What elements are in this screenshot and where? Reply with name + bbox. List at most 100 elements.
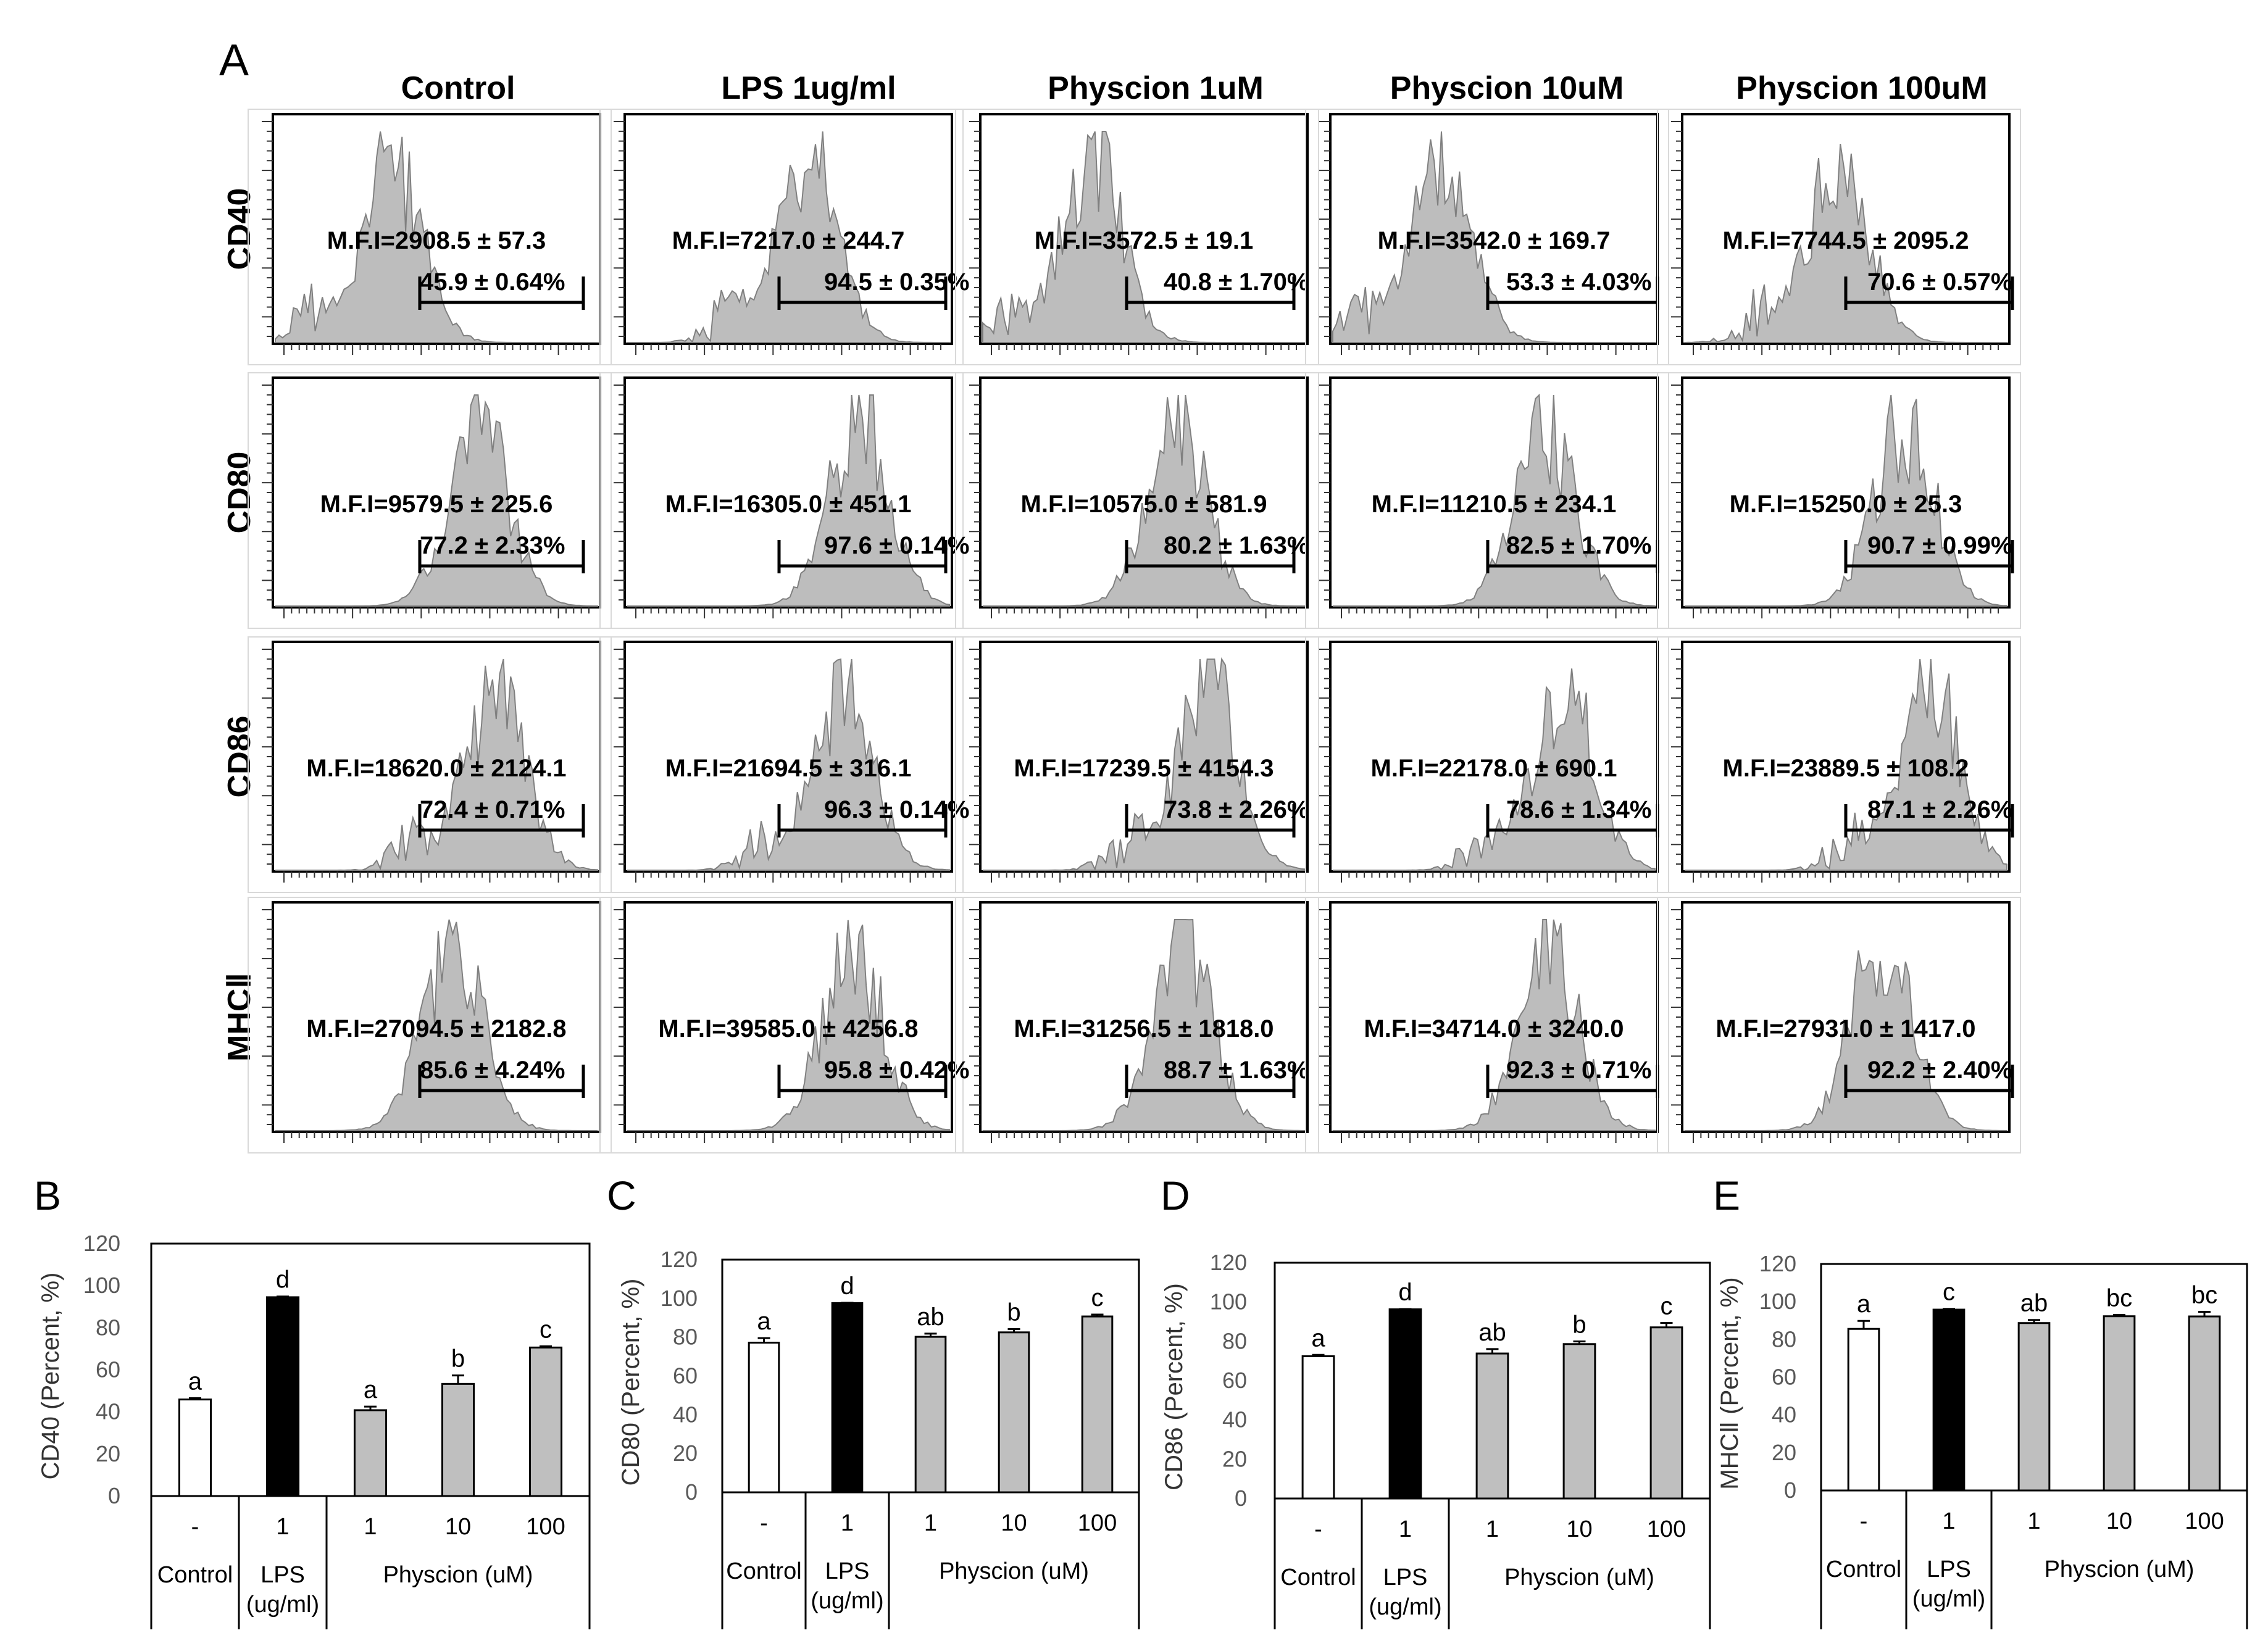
- histogram-area: [627, 131, 949, 343]
- y-tick-label: 80: [1222, 1328, 1247, 1353]
- significance-letter: d: [276, 1266, 290, 1294]
- group-label: LPS: [825, 1558, 870, 1584]
- mfi-label: M.F.I=22178.0 ± 690.1: [1371, 755, 1617, 782]
- y-tick-label: 0: [1235, 1486, 1247, 1511]
- y-tick-label: 40: [673, 1402, 698, 1427]
- significance-letter: c: [1661, 1293, 1673, 1320]
- significance-letter: a: [1857, 1291, 1871, 1318]
- histogram-area: [1333, 668, 1656, 871]
- panel-letter: C: [607, 1173, 636, 1218]
- significance-letter: b: [451, 1345, 465, 1373]
- panel-outer-border: [1657, 636, 2021, 893]
- bar-panel-e: E 0 20 40 60 80 100 120 MHCⅡ (Percent, %) a c ab bc b…: [1713, 1173, 2248, 1629]
- percent-label: 92.3 ± 0.71%: [1506, 1057, 1651, 1084]
- significance-letter: c: [1943, 1279, 1955, 1306]
- mfi-label: M.F.I=34714.0 ± 3240.0: [1364, 1015, 1624, 1042]
- panel-letter: D: [1161, 1173, 1190, 1218]
- bar: [1562, 1343, 1596, 1500]
- y-tick-label: 60: [96, 1357, 120, 1382]
- mfi-label: M.F.I=23889.5 ± 108.2: [1723, 755, 1969, 782]
- category-label: 10: [1001, 1510, 1027, 1536]
- y-tick-label: 100: [661, 1286, 698, 1311]
- bar: [2017, 1322, 2051, 1492]
- group-label: LPS: [1383, 1565, 1428, 1590]
- y-axis-label: MHCⅡ (Percent, %): [1716, 1277, 1743, 1489]
- y-tick-label: 40: [96, 1399, 120, 1424]
- mfi-label: M.F.I=3572.5 ± 19.1: [1035, 227, 1253, 254]
- percent-label: 96.3 ± 0.14%: [824, 796, 969, 823]
- column-header: Physcion 1uM: [1048, 70, 1264, 106]
- category-label: 1: [1942, 1508, 1955, 1534]
- column-header: Control: [401, 70, 515, 106]
- category-label: -: [191, 1514, 199, 1540]
- bar: [1932, 1308, 1966, 1492]
- category-label: 1: [1486, 1516, 1499, 1542]
- histogram-panel: M.F.I=18620.0 ± 2124.1 72.4 ± 0.71%: [248, 636, 612, 893]
- group-label: Control: [157, 1562, 233, 1588]
- histogram-panel: M.F.I=11210.5 ± 234.1 82.5 ± 1.70%: [1305, 372, 1669, 629]
- percent-label: 78.6 ± 1.34%: [1506, 796, 1651, 823]
- histogram-panel: M.F.I=10575.0 ± 581.9 80.2 ± 1.63%: [955, 372, 1319, 629]
- y-tick-label: 120: [83, 1231, 120, 1256]
- panel-outer-border: [1657, 897, 2021, 1153]
- percent-label: 45.9 ± 0.64%: [420, 268, 565, 296]
- bar: [1475, 1352, 1509, 1500]
- group-label: Control: [1826, 1557, 1902, 1582]
- percent-label: 90.7 ± 0.99%: [1867, 532, 2012, 559]
- panel-outer-border: [1305, 372, 1669, 629]
- bar: [914, 1336, 947, 1494]
- mfi-label: M.F.I=31256.5 ± 1818.0: [1014, 1015, 1274, 1042]
- y-tick-label: 120: [661, 1247, 698, 1272]
- histogram-area: [983, 394, 1306, 607]
- histogram-area: [1333, 393, 1656, 607]
- histogram-panel: M.F.I=22178.0 ± 690.1 78.6 ± 1.34%: [1305, 636, 1669, 893]
- category-label: 10: [1566, 1516, 1592, 1542]
- panel-outer-border: [599, 372, 964, 629]
- y-tick-label: 40: [1222, 1407, 1247, 1432]
- percent-label: 92.2 ± 2.40%: [1867, 1057, 2012, 1084]
- bar-panel-d: D 0 20 40 60 80 100 120 CD86 (Percent, %) a d ab b c -…: [1161, 1173, 1711, 1629]
- y-tick-label: 0: [685, 1479, 698, 1505]
- histogram-panel: M.F.I=27094.5 ± 2182.8 85.6 ± 4.24%: [248, 897, 612, 1153]
- bar: [831, 1302, 864, 1494]
- panel-outer-border: [599, 109, 964, 365]
- histogram-area: [1685, 394, 2007, 607]
- group-label: (ug/ml): [1369, 1594, 1441, 1620]
- histogram-panel: M.F.I=7217.0 ± 244.7 94.5 ± 0.35%: [599, 109, 969, 365]
- significance-letter: bc: [2106, 1285, 2132, 1312]
- panel-outer-border: [248, 372, 612, 629]
- panel-frame: [1329, 901, 1659, 1133]
- percent-label: 53.3 ± 4.03%: [1506, 268, 1651, 296]
- percent-label: 88.7 ± 1.63%: [1164, 1057, 1309, 1084]
- y-axis-label: CD40 (Percent, %): [37, 1273, 64, 1480]
- mfi-label: M.F.I=7217.0 ± 244.7: [672, 227, 905, 254]
- y-tick-label: 100: [1759, 1289, 1796, 1314]
- group-label: Physcion (uM): [383, 1562, 533, 1588]
- bar-panel-b: B 0 20 40 60 80 100 120 CD40 (Percent, %) a d a b c - 1…: [34, 1173, 591, 1629]
- significance-letter: bc: [2191, 1282, 2217, 1309]
- histogram-area: [1685, 950, 2007, 1131]
- category-label: 100: [2185, 1508, 2224, 1534]
- panel-outer-border: [955, 897, 1319, 1153]
- bar: [1649, 1326, 1683, 1500]
- y-tick-label: 20: [96, 1441, 120, 1466]
- group-label: Physcion (uM): [2045, 1557, 2195, 1582]
- percent-label: 72.4 ± 0.71%: [420, 796, 565, 823]
- y-tick-label: 120: [1210, 1250, 1247, 1275]
- y-tick-label: 120: [1759, 1251, 1796, 1276]
- y-tick-label: 80: [96, 1315, 120, 1340]
- mfi-label: M.F.I=2908.5 ± 57.3: [327, 227, 546, 254]
- bar: [353, 1409, 388, 1497]
- mfi-label: M.F.I=9579.5 ± 225.6: [320, 491, 553, 518]
- panel-outer-border: [1305, 636, 1669, 893]
- y-tick-label: 60: [1772, 1365, 1796, 1390]
- y-axis-label: CD80 (Percent, %): [617, 1279, 644, 1486]
- category-label: 1: [2027, 1508, 2040, 1534]
- bar: [2103, 1315, 2136, 1492]
- bar: [998, 1331, 1030, 1494]
- histogram-area: [275, 394, 598, 607]
- y-axis-label: CD86 (Percent, %): [1161, 1283, 1188, 1490]
- panel-letter: B: [34, 1173, 61, 1218]
- histogram-panel: M.F.I=9579.5 ± 225.6 77.2 ± 2.33%: [248, 372, 612, 629]
